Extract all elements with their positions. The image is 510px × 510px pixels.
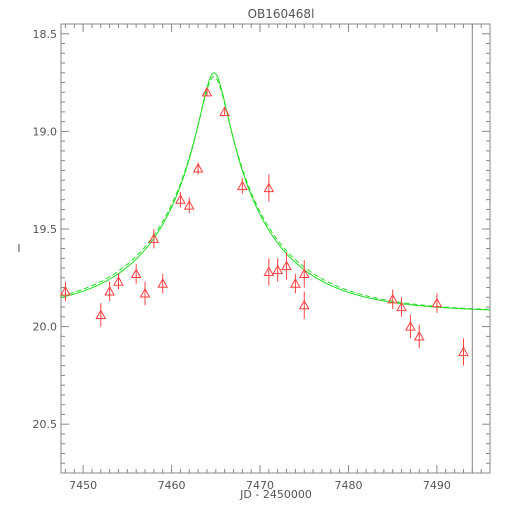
model-curves xyxy=(60,72,491,311)
data-point xyxy=(290,278,301,288)
y-tick-label-1: 19.0 xyxy=(33,125,58,138)
data-point xyxy=(281,260,292,271)
data-point xyxy=(148,233,160,243)
x-tick-label-3: 7480 xyxy=(334,479,362,492)
y-tick-label-0: 18.5 xyxy=(33,28,58,41)
data-point xyxy=(192,162,204,173)
data-point xyxy=(175,194,186,204)
data-point xyxy=(104,285,115,296)
chart-title: OB160468l xyxy=(248,7,315,21)
data-point xyxy=(396,301,407,312)
data-point xyxy=(113,276,124,286)
data-point xyxy=(413,330,425,341)
data-point xyxy=(95,309,107,319)
data-point xyxy=(183,200,195,210)
data-point xyxy=(272,264,284,275)
data-points xyxy=(60,86,469,366)
data-point xyxy=(458,346,469,357)
data-point xyxy=(157,278,169,288)
data-point xyxy=(263,266,275,277)
data-point xyxy=(201,86,213,97)
data-point xyxy=(130,268,142,278)
data-point xyxy=(387,293,399,304)
x-axis-title: JD - 2450000 xyxy=(239,488,312,501)
x-tick-label-0: 7450 xyxy=(69,479,97,492)
x-tick-label-2: 7470 xyxy=(246,479,274,492)
data-point xyxy=(219,106,230,116)
data-point xyxy=(405,321,416,331)
y-tick-labels: 18.5 19.0 19.5 20.0 20.5 xyxy=(33,28,58,431)
data-point xyxy=(298,299,310,310)
data-point xyxy=(298,268,310,278)
x-tick-label-1: 7460 xyxy=(158,479,186,492)
y-tick-label-2: 19.5 xyxy=(33,223,58,236)
model-curve-dashed xyxy=(60,76,491,310)
y-axis-title: I xyxy=(17,242,20,255)
data-point xyxy=(236,180,248,191)
y-tick-label-3: 20.0 xyxy=(33,321,58,334)
model-curve-solid xyxy=(60,72,490,311)
x-tick-labels: 7450 7460 7470 7480 7490 xyxy=(69,479,451,492)
axis-ticks xyxy=(61,24,491,474)
data-point xyxy=(431,297,443,308)
data-point xyxy=(60,285,71,296)
data-point xyxy=(263,182,275,193)
y-tick-label-4: 20.5 xyxy=(33,418,58,431)
x-tick-label-4: 7490 xyxy=(423,479,451,492)
plot-frame xyxy=(60,23,491,474)
data-point xyxy=(139,287,151,298)
